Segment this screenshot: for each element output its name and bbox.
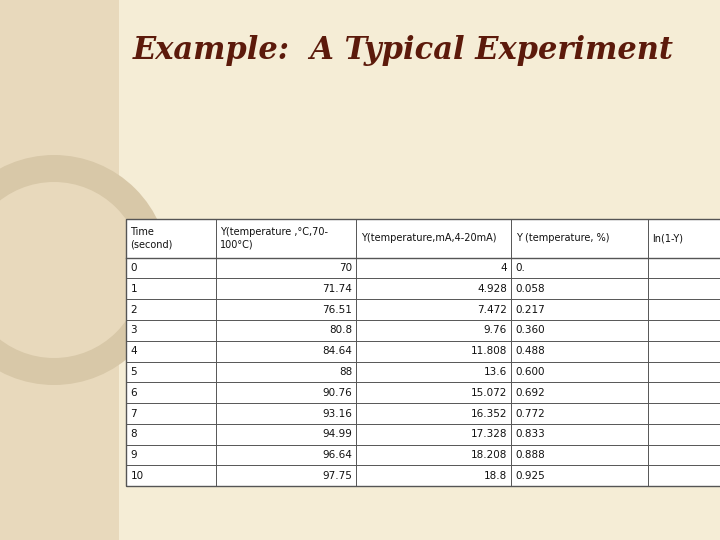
Text: 17.328: 17.328 bbox=[470, 429, 507, 440]
Text: 84.64: 84.64 bbox=[323, 346, 352, 356]
Text: 90.76: 90.76 bbox=[323, 388, 352, 398]
Text: 13.6: 13.6 bbox=[484, 367, 507, 377]
Text: 97.75: 97.75 bbox=[323, 471, 352, 481]
Text: Y(temperature,mA,4-20mA): Y(temperature,mA,4-20mA) bbox=[361, 233, 496, 243]
Text: 15.072: 15.072 bbox=[470, 388, 507, 398]
Text: 0.058: 0.058 bbox=[516, 284, 545, 294]
Text: 9.76: 9.76 bbox=[484, 325, 507, 335]
Text: 0: 0 bbox=[130, 263, 137, 273]
Text: 6: 6 bbox=[130, 388, 137, 398]
Text: 80.8: 80.8 bbox=[329, 325, 352, 335]
Text: Y(temperature ,°C,70-
100°C): Y(temperature ,°C,70- 100°C) bbox=[220, 227, 328, 249]
Text: 16.352: 16.352 bbox=[470, 408, 507, 418]
Text: 0.488: 0.488 bbox=[516, 346, 545, 356]
Text: 0.217: 0.217 bbox=[516, 305, 545, 315]
Text: 0.888: 0.888 bbox=[516, 450, 545, 460]
Text: 0.772: 0.772 bbox=[516, 408, 545, 418]
Text: 96.64: 96.64 bbox=[323, 450, 352, 460]
Text: 11.808: 11.808 bbox=[470, 346, 507, 356]
Text: 0.600: 0.600 bbox=[516, 367, 545, 377]
Text: 7: 7 bbox=[130, 408, 137, 418]
Text: 93.16: 93.16 bbox=[323, 408, 352, 418]
Text: 0.925: 0.925 bbox=[516, 471, 545, 481]
Text: 5: 5 bbox=[130, 367, 137, 377]
Text: 0.: 0. bbox=[516, 263, 526, 273]
Text: Y (temperature, %): Y (temperature, %) bbox=[516, 233, 609, 243]
Text: 3: 3 bbox=[130, 325, 137, 335]
Text: 70: 70 bbox=[339, 263, 352, 273]
Text: 94.99: 94.99 bbox=[323, 429, 352, 440]
Text: 18.8: 18.8 bbox=[484, 471, 507, 481]
Text: 4.928: 4.928 bbox=[477, 284, 507, 294]
Text: 4: 4 bbox=[130, 346, 137, 356]
Text: 1: 1 bbox=[130, 284, 137, 294]
Text: 4: 4 bbox=[500, 263, 507, 273]
Text: 7.472: 7.472 bbox=[477, 305, 507, 315]
Text: 10: 10 bbox=[130, 471, 143, 481]
Text: 71.74: 71.74 bbox=[323, 284, 352, 294]
Text: ln(1-Y): ln(1-Y) bbox=[652, 233, 683, 243]
Text: 2: 2 bbox=[130, 305, 137, 315]
Text: 0.692: 0.692 bbox=[516, 388, 545, 398]
Text: 0.833: 0.833 bbox=[516, 429, 545, 440]
Text: Time
(second): Time (second) bbox=[130, 227, 173, 249]
Text: 0.360: 0.360 bbox=[516, 325, 545, 335]
Text: 18.208: 18.208 bbox=[470, 450, 507, 460]
Text: 76.51: 76.51 bbox=[323, 305, 352, 315]
Text: 9: 9 bbox=[130, 450, 137, 460]
Text: 8: 8 bbox=[130, 429, 137, 440]
Text: Example:  A Typical Experiment: Example: A Typical Experiment bbox=[133, 35, 674, 66]
Text: 88: 88 bbox=[339, 367, 352, 377]
